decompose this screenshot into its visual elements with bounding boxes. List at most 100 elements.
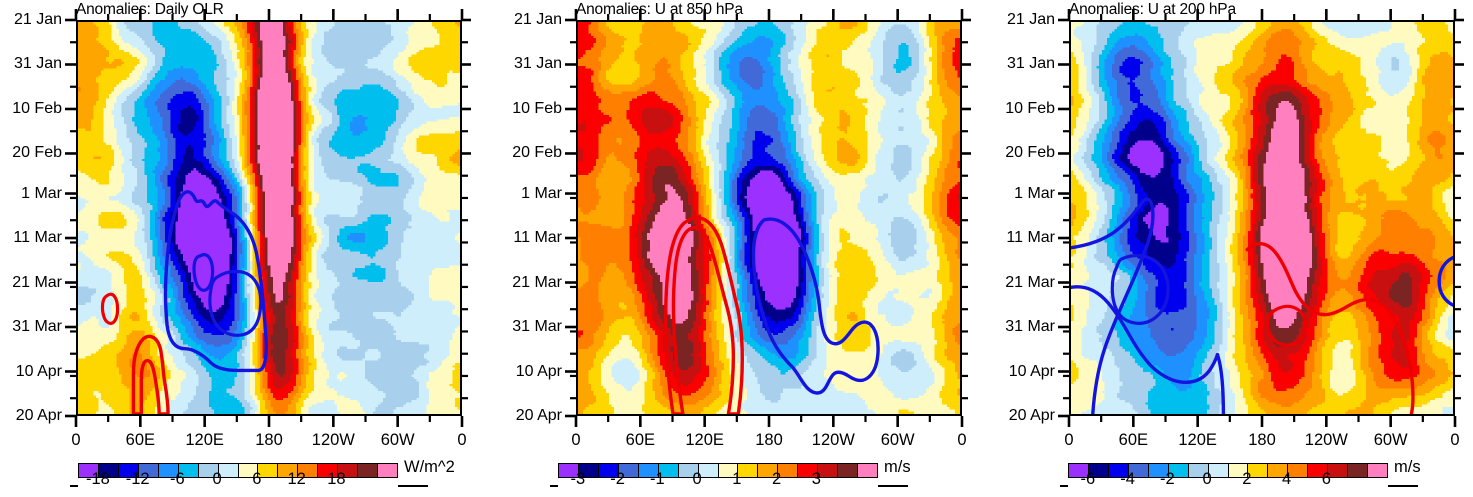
- colorbar-unit-label: W/m^2: [404, 458, 455, 477]
- ytick-label: 31 Mar: [0, 318, 62, 336]
- plot-area-olr: [76, 20, 462, 416]
- colorbar-tick-label: 4: [1282, 470, 1291, 489]
- ytick-label: 1 Mar: [0, 185, 62, 203]
- colorbar-swatch: [358, 464, 378, 477]
- colorbar-scale: [558, 463, 878, 478]
- colorbar-swatch: [1368, 464, 1387, 477]
- colorbar-axis-line: [1060, 485, 1068, 487]
- plot-area-u200: [1069, 20, 1455, 416]
- xtick-label: 180: [255, 431, 283, 450]
- colorbar-axis-line: [70, 485, 78, 487]
- panel-title-u200: Anomalies: U at 200 hPa: [1069, 1, 1236, 19]
- u850-contour-field: [578, 22, 960, 414]
- colorbar-tick-label: -2: [610, 470, 625, 489]
- colorbar-tick-label: 6: [252, 470, 261, 489]
- colorbar-axis-line: [1388, 485, 1418, 487]
- colorbar-tick-label: -4: [1120, 470, 1135, 489]
- panel-u850: Anomalies: U at 850 hPa 0 60E 120E 180 120W 6…: [490, 0, 980, 497]
- colorbar-tick-label: 3: [812, 470, 821, 489]
- colorbar-swatch: [838, 464, 858, 477]
- ytick-label: 21 Jan: [498, 11, 562, 29]
- ytick-label: 11 Mar: [991, 229, 1055, 247]
- colorbar-tick-label: 12: [287, 470, 305, 489]
- ytick-label: 10 Feb: [498, 100, 562, 118]
- u200-contour-field: [1071, 22, 1453, 414]
- xtick-label: 0: [1450, 431, 1459, 450]
- ytick-label: 31 Mar: [991, 318, 1055, 336]
- xtick-label: 120W: [312, 431, 355, 450]
- ytick-label: 10 Feb: [0, 100, 62, 118]
- xtick-label: 180: [1248, 431, 1276, 450]
- colorbar-tick-label: 2: [772, 470, 781, 489]
- colorbar-tick-label: -2: [1160, 470, 1175, 489]
- ytick-label: 31 Jan: [991, 55, 1055, 73]
- colorbar-swatch: [1328, 464, 1348, 477]
- colorbar-scale: [1068, 463, 1388, 478]
- xtick-label: 0: [457, 431, 466, 450]
- xtick-label: 0: [71, 431, 80, 450]
- colorbar-swatch: [1348, 464, 1368, 477]
- colorbar-unit-label: m/s: [1394, 458, 1421, 477]
- ytick-label: 11 Mar: [498, 229, 562, 247]
- colorbar-tick-label: -6: [170, 470, 185, 489]
- ytick-label: 21 Mar: [498, 274, 562, 292]
- colorbar-swatch: [778, 464, 798, 477]
- ytick-label: 11 Mar: [0, 229, 62, 247]
- panel-olr: Anomalies: Daily OLR 0 60E 120E 180 120W 60W 0…: [0, 0, 490, 497]
- xtick-label: 60W: [381, 431, 415, 450]
- xtick-label: 60E: [126, 431, 155, 450]
- panel-u200: Anomalies: U at 200 hPa 0 60E 120E 180 120W 6…: [980, 0, 1473, 497]
- xtick-label: 0: [571, 431, 580, 450]
- colorbar-tick-label: 0: [693, 470, 702, 489]
- ytick-label: 21 Jan: [991, 11, 1055, 29]
- ytick-label: 20 Apr: [498, 407, 562, 425]
- plot-area-u850: [576, 20, 962, 416]
- colorbar-swatch: [818, 464, 838, 477]
- colorbar-swatch: [1288, 464, 1308, 477]
- ytick-label: 10 Apr: [991, 363, 1055, 381]
- xtick-label: 120E: [1178, 431, 1217, 450]
- ytick-label: 10 Apr: [498, 363, 562, 381]
- colorbar-axis-line: [878, 485, 908, 487]
- ytick-label: 1 Mar: [991, 185, 1055, 203]
- xtick-label: 120E: [185, 431, 224, 450]
- colorbar-tick-label: 0: [213, 470, 222, 489]
- ytick-label: 21 Mar: [991, 274, 1055, 292]
- colorbar-tick-label: 1: [732, 470, 741, 489]
- xtick-label: 60E: [1119, 431, 1148, 450]
- xtick-label: 0: [1064, 431, 1073, 450]
- ytick-label: 31 Jan: [0, 55, 62, 73]
- ytick-label: 21 Mar: [0, 274, 62, 292]
- ytick-label: 1 Mar: [498, 185, 562, 203]
- colorbar-axis-line: [550, 485, 558, 487]
- colorbar-tick-label: -12: [126, 470, 150, 489]
- ytick-label: 21 Jan: [0, 11, 62, 29]
- panel-title-olr: Anomalies: Daily OLR: [76, 1, 224, 19]
- colorbar-axis-line: [398, 485, 428, 487]
- olr-contour-field: [78, 22, 460, 414]
- ytick-label: 20 Feb: [0, 144, 62, 162]
- xtick-label: 120W: [812, 431, 855, 450]
- xtick-label: 180: [755, 431, 783, 450]
- colorbar-unit-label: m/s: [884, 458, 911, 477]
- xtick-label: 60E: [626, 431, 655, 450]
- colorbar-tick-label: -18: [86, 470, 110, 489]
- ytick-label: 31 Jan: [498, 55, 562, 73]
- colorbar-tick-label: 6: [1322, 470, 1331, 489]
- colorbar-tick-label: -1: [650, 470, 665, 489]
- ytick-label: 10 Apr: [0, 363, 62, 381]
- ytick-label: 20 Apr: [0, 407, 62, 425]
- xtick-label: 60W: [1374, 431, 1408, 450]
- ytick-label: 20 Feb: [991, 144, 1055, 162]
- ytick-label: 31 Mar: [498, 318, 562, 336]
- xtick-label: 120W: [1305, 431, 1348, 450]
- colorbar-swatch: [378, 464, 397, 477]
- panel-title-u850: Anomalies: U at 850 hPa: [576, 1, 743, 19]
- colorbar-tick-label: 2: [1242, 470, 1251, 489]
- ytick-label: 20 Apr: [991, 407, 1055, 425]
- ytick-label: 20 Feb: [498, 144, 562, 162]
- colorbar-swatch: [858, 464, 877, 477]
- xtick-label: 0: [957, 431, 966, 450]
- colorbar-tick-label: 18: [327, 470, 345, 489]
- xtick-label: 60W: [881, 431, 915, 450]
